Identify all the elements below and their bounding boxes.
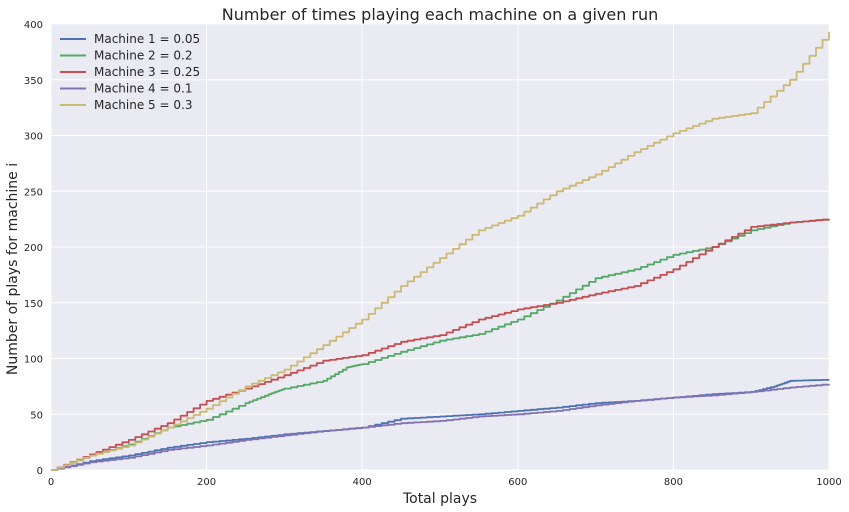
y-tick-label: 100	[24, 355, 43, 366]
x-tick-label: 0	[48, 477, 54, 488]
series-line-3	[51, 218, 830, 471]
y-tick-label: 150	[24, 299, 43, 310]
y-tick-label: 50	[30, 410, 43, 421]
chart-title: Number of times playing each machine on …	[222, 5, 659, 24]
x-axis-label: Total plays	[402, 491, 477, 507]
series-line-2	[51, 218, 830, 471]
legend-label-5: Machine 5 = 0.3	[94, 98, 192, 112]
legend-label-3: Machine 3 = 0.25	[94, 65, 200, 79]
y-tick-label: 200	[24, 243, 43, 254]
x-tick-label: 1000	[816, 477, 841, 488]
x-tick-label: 400	[353, 477, 372, 488]
y-axis-label: Number of plays for machine i	[5, 163, 21, 375]
x-tick-label: 600	[508, 477, 527, 488]
x-tick-label: 800	[664, 477, 683, 488]
legend: Machine 1 = 0.05 Machine 2 = 0.2 Machine 3…	[60, 32, 200, 112]
series-layer	[51, 31, 830, 471]
series-line-5	[51, 31, 830, 471]
grid	[50, 23, 830, 471]
legend-label-2: Machine 2 = 0.2	[94, 49, 192, 63]
y-axis: 0 50 100 150 200 250 300 350 400	[24, 20, 43, 477]
y-tick-label: 350	[24, 76, 43, 87]
y-tick-label: 300	[24, 132, 43, 143]
y-tick-label: 400	[24, 20, 43, 31]
x-tick-label: 200	[197, 477, 216, 488]
legend-label-1: Machine 1 = 0.05	[94, 32, 200, 46]
y-tick-label: 250	[24, 187, 43, 198]
legend-label-4: Machine 4 = 0.1	[94, 82, 192, 96]
x-axis: 0 200 400 600 800 1000	[48, 477, 842, 488]
series-line-4	[51, 383, 830, 471]
y-tick-label: 0	[37, 466, 43, 477]
